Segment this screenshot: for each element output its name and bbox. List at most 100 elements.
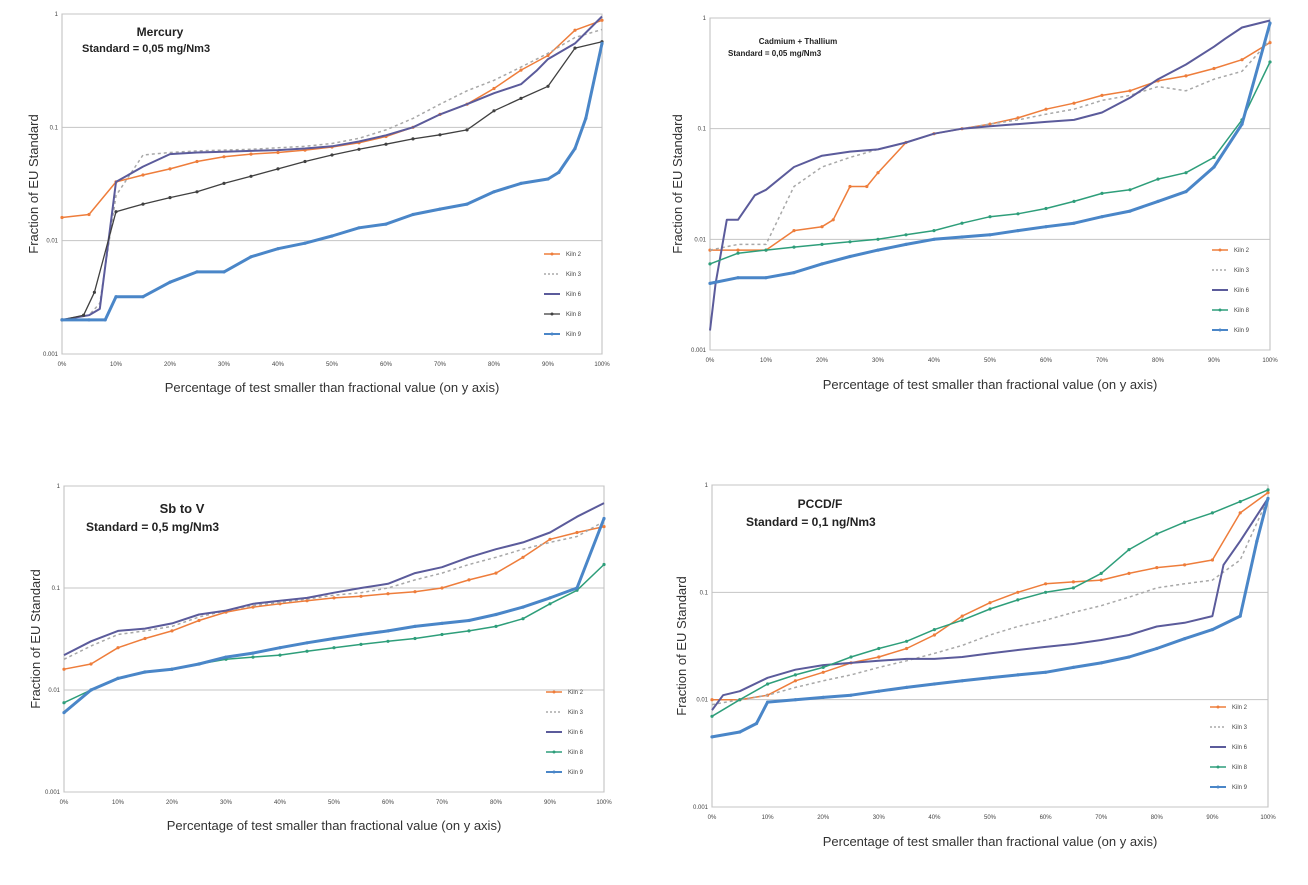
data-point (492, 86, 496, 91)
x-tick-label: 40% (928, 815, 941, 821)
y-tick-label: 1 (55, 12, 59, 18)
y-tick-label: 1 (705, 483, 709, 489)
series-line-kiln-6 (61, 15, 603, 321)
data-point (168, 196, 172, 200)
legend-marker (1218, 308, 1222, 312)
x-tick-label: 60% (1040, 358, 1053, 364)
legend-marker (552, 770, 556, 774)
y-tick-label: 0.01 (696, 698, 708, 704)
x-tick-label: 30% (873, 815, 886, 821)
x-tick-label: 0% (60, 800, 69, 806)
data-point (602, 562, 606, 567)
data-point (932, 229, 936, 233)
data-point (521, 555, 525, 559)
chart-title: Mercury (137, 25, 184, 39)
legend-label: Kiln 8 (1234, 308, 1250, 314)
data-point (440, 586, 444, 590)
data-point (584, 116, 588, 120)
data-point (386, 629, 390, 633)
series-line-kiln-2 (710, 41, 1271, 251)
data-point (1016, 116, 1020, 120)
data-point (332, 636, 336, 641)
x-tick-label: 30% (218, 362, 231, 368)
x-tick-label: 50% (984, 815, 997, 821)
data-point (1184, 74, 1188, 78)
data-point (1044, 670, 1048, 674)
legend-marker (552, 750, 556, 754)
data-point (573, 28, 577, 32)
data-point (87, 318, 91, 322)
x-tick-label: 90% (542, 362, 555, 368)
data-point (1266, 491, 1270, 495)
x-tick-label: 60% (1040, 815, 1053, 821)
data-point (932, 633, 937, 637)
x-tick-label: 60% (382, 800, 395, 806)
data-point (865, 184, 869, 189)
legend-label: Kiln 9 (1232, 785, 1248, 791)
legend-marker (1216, 785, 1220, 789)
x-tick-label: 90% (1208, 358, 1221, 364)
data-point (960, 614, 964, 618)
data-point (905, 646, 909, 651)
plot-frame (709, 17, 1271, 351)
legend-label: Kiln 2 (1234, 248, 1250, 254)
legend-label: Kiln 6 (568, 730, 584, 736)
data-point (557, 170, 561, 174)
series-line-kiln-6 (63, 502, 605, 656)
data-point (359, 632, 363, 637)
data-point (877, 655, 881, 659)
data-point (848, 240, 852, 244)
data-point (602, 525, 606, 529)
data-point (848, 254, 852, 259)
legend-marker (1218, 248, 1222, 252)
data-point (821, 695, 825, 700)
data-point (1184, 171, 1188, 175)
series-line-kiln-6 (711, 497, 1269, 711)
data-point (849, 655, 853, 659)
data-point (1183, 563, 1187, 567)
data-point (195, 270, 199, 274)
x-tick-label: 70% (434, 362, 447, 368)
data-point (303, 241, 307, 245)
chart-subtitle: Standard = 0,05 mg/Nm3 (82, 43, 210, 55)
data-point (384, 142, 388, 146)
data-point (821, 665, 825, 670)
chart-subtitle: Standard = 0,5 mg/Nm3 (86, 520, 219, 534)
data-point (546, 84, 550, 88)
data-point (904, 233, 908, 237)
data-point (492, 190, 496, 194)
x-tick-label: 80% (490, 800, 503, 806)
data-point (710, 698, 714, 702)
x-tick-label: 100% (1260, 815, 1276, 821)
data-point (1183, 637, 1187, 641)
legend-marker (550, 312, 554, 316)
data-point (548, 537, 552, 541)
data-point (1212, 155, 1216, 159)
y-tick-label: 0.001 (43, 352, 59, 358)
y-tick-label: 0.001 (45, 790, 61, 796)
legend-label: Kiln 2 (1232, 705, 1248, 711)
x-tick-label: 0% (708, 815, 717, 821)
series-line-kiln-9 (62, 43, 604, 322)
data-point (766, 700, 770, 704)
data-point (143, 636, 147, 641)
legend-marker (1216, 705, 1220, 709)
x-tick-label: 100% (594, 362, 610, 368)
x-tick-label: 10% (112, 800, 125, 806)
x-tick-label: 70% (436, 800, 449, 806)
data-point (754, 721, 759, 726)
data-point (521, 605, 525, 609)
data-point (62, 711, 66, 715)
data-point (1266, 488, 1270, 492)
data-point (573, 46, 577, 50)
series-line-kiln-3 (709, 39, 1271, 251)
x-axis-label: Percentage of test smaller than fraction… (823, 834, 1158, 849)
data-point (168, 167, 172, 171)
data-point (960, 221, 964, 225)
data-point (1210, 511, 1214, 515)
data-point (60, 318, 64, 322)
data-point (988, 601, 992, 605)
data-point (1016, 673, 1020, 677)
